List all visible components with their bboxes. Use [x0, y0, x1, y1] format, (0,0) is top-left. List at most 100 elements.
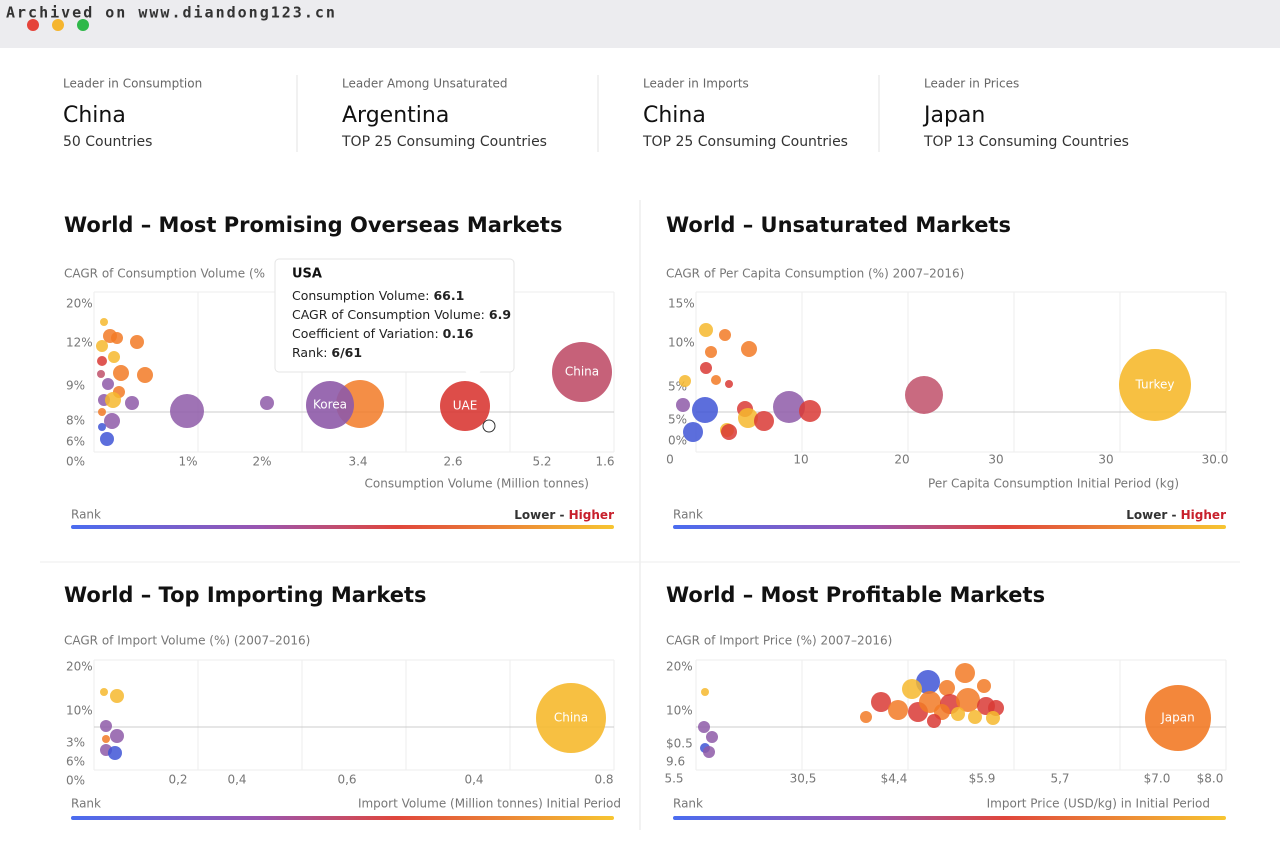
kpi-sub: 50 Countries	[63, 134, 152, 150]
bubble	[104, 413, 120, 429]
bubble	[860, 711, 872, 723]
legend-low: Lower	[1126, 508, 1171, 522]
bubble	[905, 376, 943, 414]
close-button[interactable]	[27, 19, 39, 31]
bubble	[927, 714, 941, 728]
minimize-button[interactable]	[52, 19, 64, 31]
bubble	[754, 411, 774, 431]
legend-sep: -	[1171, 508, 1180, 522]
x-axis-label: Consumption Volume (Million tonnes)	[365, 477, 589, 491]
y-tick-label: 20%	[66, 660, 93, 674]
bubble-label: Japan	[1160, 711, 1194, 725]
bubble-label: China	[554, 711, 588, 725]
kpi-label: Leader in Imports	[643, 77, 749, 91]
bubble	[108, 351, 120, 363]
bubble	[113, 365, 129, 381]
bubble	[97, 356, 107, 366]
rank-gradient	[673, 816, 1226, 820]
tooltip-value: 6/61	[331, 345, 362, 360]
legend-high: Higher	[1181, 508, 1226, 522]
bubble	[137, 367, 153, 383]
bubble	[1145, 685, 1211, 751]
bubble	[725, 380, 733, 388]
tooltip-row: Consumption Volume: 66.1	[292, 288, 464, 303]
bubble	[105, 392, 121, 408]
tooltip-row: CAGR of Consumption Volume: 6.9	[292, 307, 511, 322]
panel-title: World – Most Profitable Markets	[666, 583, 1045, 607]
x-tick-label: 20	[894, 453, 909, 467]
x-tick-label: 0,4	[464, 773, 483, 787]
tooltip-key: Rank:	[292, 345, 331, 360]
y-tick-label: 6%	[66, 755, 85, 769]
tooltip-key: Consumption Volume:	[292, 288, 433, 303]
y-tick-label: 8%	[66, 414, 85, 428]
bubble	[1119, 349, 1191, 421]
bubble	[683, 422, 703, 442]
bubble	[706, 731, 718, 743]
bubble	[306, 381, 354, 429]
x-tick-label: 3.4	[348, 455, 367, 469]
panel-title: World – Top Importing Markets	[64, 583, 427, 607]
rank-gradient	[71, 525, 614, 529]
bubble	[102, 735, 110, 743]
bubble	[100, 720, 112, 732]
y-axis-label: CAGR of Consumption Volume (%	[64, 267, 265, 281]
x-tick-label: 2%	[252, 455, 271, 469]
legend-sep: -	[559, 508, 568, 522]
tooltip-title: USA	[292, 267, 322, 282]
y-axis-label: CAGR of Import Volume (%) (2007–2016)	[64, 634, 310, 648]
panel-title: World – Most Promising Overseas Markets	[64, 213, 562, 237]
y-tick-label: 10%	[668, 336, 695, 350]
x-tick-label: 30	[1098, 453, 1113, 467]
bubble	[871, 692, 891, 712]
tooltip-row: Rank: 6/61	[292, 345, 362, 360]
x-tick-label: 0,2	[168, 773, 187, 787]
rank-label: Rank	[71, 797, 101, 811]
y-tick-label: 12%	[66, 336, 93, 350]
x-tick-label: 5.5	[664, 772, 683, 786]
rank-gradient	[673, 525, 1226, 529]
legend-high: Higher	[569, 508, 614, 522]
bubble	[97, 370, 105, 378]
bubble	[916, 670, 940, 694]
bubble	[110, 689, 124, 703]
bubble	[552, 342, 612, 402]
y-tick-label: $0.5	[666, 737, 693, 751]
bubble	[955, 663, 975, 683]
x-tick-label: 30,5	[790, 772, 817, 786]
tooltip-row: Coefficient of Variation: 0.16	[292, 326, 474, 341]
bubble	[888, 700, 908, 720]
bubble	[108, 746, 122, 760]
bubble	[698, 721, 710, 733]
y-tick-label: 0%	[66, 774, 85, 788]
kpi-sub: TOP 25 Consuming Countries	[642, 134, 848, 150]
x-tick-label: $7.0	[1144, 772, 1171, 786]
bubble	[719, 329, 731, 341]
rank-label: Rank	[71, 508, 101, 522]
bubble-label: Korea	[313, 398, 347, 412]
bubble	[536, 683, 606, 753]
tooltip-value: 6.9	[489, 307, 511, 322]
rank-gradient	[71, 816, 614, 820]
x-tick-label: 0,4	[227, 773, 246, 787]
y-axis-label: CAGR of Import Price (%) 2007–2016)	[666, 634, 892, 648]
tooltip-key: Coefficient of Variation:	[292, 326, 443, 341]
legend-low: Lower	[514, 508, 559, 522]
bubble	[951, 707, 965, 721]
bubble	[705, 346, 717, 358]
bubble	[98, 408, 106, 416]
y-tick-label: 0%	[66, 455, 85, 469]
bubble	[111, 332, 123, 344]
bubble	[939, 680, 955, 696]
bubble	[799, 400, 821, 422]
y-tick-label: 20%	[666, 660, 693, 674]
rank-label: Rank	[673, 508, 703, 522]
x-tick-label: 5,7	[1050, 772, 1069, 786]
maximize-button[interactable]	[77, 19, 89, 31]
bubble	[741, 341, 757, 357]
kpi-label: Leader in Prices	[924, 77, 1019, 91]
x-tick-label: 10	[793, 453, 808, 467]
bubble	[902, 679, 922, 699]
rank-label: Rank	[673, 797, 703, 811]
